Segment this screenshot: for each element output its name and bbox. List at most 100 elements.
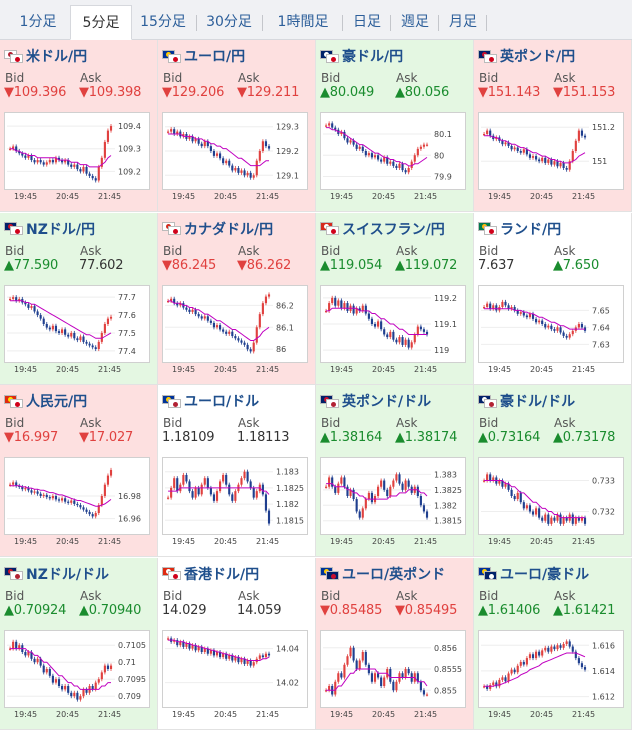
bid-value: ▲77.590 xyxy=(4,257,59,273)
mini-candle-chart[interactable]: 1.183 1.1825 1.182 1.1815 xyxy=(162,457,308,535)
rate-card[interactable]: ユーロ/ドル Bid Ask 1.18109 1.18113 1.183 1.1825 1.1… xyxy=(158,385,316,557)
y-tick-label: 77.5 xyxy=(118,328,136,337)
mini-candle-chart[interactable]: 16.98 16.96 xyxy=(4,457,150,535)
pair-name[interactable]: ユーロ/豪ドル xyxy=(500,566,590,583)
rate-card[interactable]: 豪ドル/円 Bid Ask ▲80.049 ▲80.056 80.1 80 79.9 19:45… xyxy=(316,40,474,212)
y-tick-label: 129.2 xyxy=(276,147,299,156)
rate-card[interactable]: 香港ドル/円 Bid Ask 14.029 14.059 14.04 14.02 19:45 2… xyxy=(158,557,316,730)
tab-4[interactable]: 30分足 xyxy=(206,14,252,30)
tab-1[interactable]: 1分足 xyxy=(19,14,57,30)
candle-body xyxy=(234,656,237,660)
rate-card[interactable]: 英ポンド/ドル Bid Ask ▲1.38164 ▲1.38174 1.383 1.3825… xyxy=(316,385,474,557)
rate-card[interactable]: ユーロ/英ポンド Bid Ask ▼0.85485 ▼0.85495 0.856 0.855… xyxy=(316,557,474,730)
candle-body xyxy=(234,491,237,501)
candle-body xyxy=(18,298,21,301)
mini-candle-chart[interactable]: 151.2 151 xyxy=(478,112,624,190)
pair-name[interactable]: 人民元/円 xyxy=(26,394,88,410)
candle-body xyxy=(97,166,100,181)
pair-name[interactable]: 米ドル/円 xyxy=(26,49,88,65)
mini-candle-chart[interactable]: 129.3 129.2 129.1 xyxy=(162,112,308,190)
rate-card[interactable]: ランド/円 Bid Ask 7.637 ▲7.650 7.65 7.64 7.63 19:45 2… xyxy=(474,212,632,385)
pair-name[interactable]: 豪ドル/円 xyxy=(342,49,404,65)
mini-candle-chart[interactable]: 0.733 0.732 xyxy=(478,457,624,535)
candle-body xyxy=(70,164,73,167)
rate-card[interactable]: ユーロ/豪ドル Bid Ask ▲1.61406 ▲1.61421 1.616 1.614 1… xyxy=(474,557,632,730)
pair-title[interactable]: 豪ドル/円 xyxy=(320,47,403,65)
pair-title[interactable]: ユーロ/豪ドル xyxy=(478,565,589,583)
candle-body xyxy=(483,134,486,136)
mini-candle-chart[interactable]: 7.65 7.64 7.63 xyxy=(478,284,624,363)
rate-card[interactable]: 人民元/円 Bid Ask ▼16.997 ▼17.027 16.98 16.96 19:45… xyxy=(0,385,158,557)
pair-name[interactable]: NZドル/円 xyxy=(26,221,95,238)
candle-body xyxy=(106,475,110,485)
candle-body xyxy=(267,293,271,297)
pair-name[interactable]: ユーロ/英ポンド xyxy=(342,566,446,583)
pair-name[interactable]: NZドル/ドル xyxy=(26,566,109,583)
pair-name[interactable]: 英ポンド/円 xyxy=(500,49,576,65)
rate-card[interactable]: 英ポンド/円 Bid Ask ▼151.143 ▼151.153 151.2 151 19:4… xyxy=(474,40,632,212)
candle-body xyxy=(504,301,507,305)
pair-title[interactable]: 豪ドル/ドル xyxy=(478,392,575,410)
pair-title[interactable]: 英ポンド/ドル xyxy=(320,392,431,410)
rate-card[interactable]: NZドル/ドル Bid Ask ▲0.70924 ▲0.70940 0.7105 0.71 0… xyxy=(0,557,158,730)
candle-body xyxy=(73,164,76,167)
tab-6[interactable]: 日足 xyxy=(353,14,381,30)
candle-body xyxy=(340,477,343,484)
candle-body xyxy=(64,160,67,163)
tab-7[interactable]: 週足 xyxy=(401,14,429,30)
rate-card[interactable]: NZドル/円 Bid Ask ▲77.590 77.602 77.7 77.6 77.5 77.… xyxy=(0,212,158,385)
pair-title[interactable]: 人民元/円 xyxy=(4,392,87,410)
candle-body xyxy=(364,151,367,156)
candle-body xyxy=(64,328,67,335)
tab-3[interactable]: 15分足 xyxy=(140,14,186,30)
pair-title[interactable]: 香港ドル/円 xyxy=(162,565,259,583)
pair-name[interactable]: ユーロ/ドル xyxy=(184,394,260,410)
pair-title[interactable]: 米ドル/円 xyxy=(4,47,87,65)
pair-name[interactable]: 豪ドル/ドル xyxy=(500,394,576,410)
pair-title[interactable]: ユーロ/円 xyxy=(162,47,245,65)
candle-body xyxy=(370,492,374,503)
mini-candle-chart[interactable]: 86.2 86.1 86 xyxy=(162,284,308,363)
mini-candle-chart[interactable]: 14.04 14.02 xyxy=(162,629,308,708)
mini-candle-chart[interactable]: 77.7 77.6 77.5 77.4 xyxy=(4,284,150,363)
candle-body xyxy=(562,517,565,524)
candle-body xyxy=(197,138,200,144)
candle-body xyxy=(580,323,584,327)
rate-card[interactable]: カナダドル/円 Bid Ask ▼86.245 ▼86.262 86.2 86.1 86 19:… xyxy=(158,212,316,385)
rate-card[interactable]: ユーロ/円 Bid Ask ▼129.206 ▼129.211 129.3 129.2 129… xyxy=(158,40,316,212)
pair-title[interactable]: カナダドル/円 xyxy=(162,220,273,238)
pair-title[interactable]: ユーロ/ドル xyxy=(162,392,259,410)
candle-body xyxy=(85,688,88,693)
mini-candle-chart[interactable]: 109.4 109.3 109.2 xyxy=(4,112,150,190)
candle-body xyxy=(27,155,30,158)
pair-title[interactable]: ランド/円 xyxy=(478,220,561,238)
rate-card[interactable]: 豪ドル/ドル Bid Ask ▲0.73164 ▲0.73178 0.733 0.732 19… xyxy=(474,385,632,557)
pair-name[interactable]: ランド/円 xyxy=(500,221,562,238)
mini-candle-chart[interactable]: 1.383 1.3825 1.382 1.3815 xyxy=(320,457,466,535)
pair-title[interactable]: ユーロ/英ポンド xyxy=(320,565,445,583)
candle-body xyxy=(246,172,249,176)
pair-title[interactable]: 英ポンド/円 xyxy=(478,47,575,65)
tab-8[interactable]: 月足 xyxy=(449,14,477,30)
mini-candle-chart[interactable]: 80.1 80 79.9 xyxy=(320,112,466,190)
tab-5[interactable]: 1時間足 xyxy=(277,14,329,30)
pair-title[interactable]: NZドル/ドル xyxy=(4,565,109,583)
rate-card[interactable]: 米ドル/円 Bid Ask ▼109.396 ▼109.398 109.4 109.3 109… xyxy=(0,40,158,212)
mini-candle-chart[interactable]: 119.2 119.1 119 xyxy=(320,284,466,363)
candle-body xyxy=(334,681,337,694)
pair-name[interactable]: ユーロ/円 xyxy=(184,49,246,65)
pair-name[interactable]: 香港ドル/円 xyxy=(184,566,260,583)
mini-candle-chart[interactable]: 0.856 0.8555 0.855 xyxy=(320,629,466,708)
pair-title[interactable]: NZドル/円 xyxy=(4,220,95,238)
pair-name[interactable]: スイスフラン/円 xyxy=(342,221,445,238)
mini-candle-chart[interactable]: 0.7105 0.71 0.7095 0.709 xyxy=(4,629,150,708)
x-tick-label: 20:45 xyxy=(530,537,554,546)
pair-title[interactable]: スイスフラン/円 xyxy=(320,220,445,238)
pair-name[interactable]: カナダドル/円 xyxy=(184,221,274,238)
tab-2[interactable]: 5分足 xyxy=(70,5,132,40)
ask-value: ▲0.70940 xyxy=(79,602,142,618)
mini-candle-chart[interactable]: 1.616 1.614 1.612 xyxy=(478,629,624,708)
rate-card[interactable]: スイスフラン/円 Bid Ask ▲119.054 ▲119.072 119.2 119.1… xyxy=(316,212,474,385)
bid-value: 14.029 xyxy=(162,602,207,618)
pair-name[interactable]: 英ポンド/ドル xyxy=(342,394,432,410)
